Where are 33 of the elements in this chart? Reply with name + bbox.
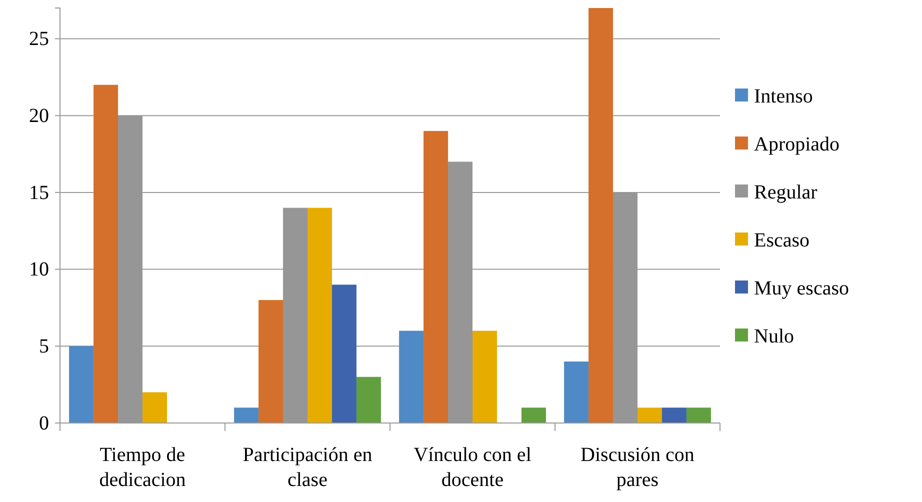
bar bbox=[234, 408, 259, 423]
bar bbox=[564, 362, 589, 423]
x-tick-label: Tiempo de dedicacion bbox=[99, 444, 186, 491]
bar bbox=[521, 408, 546, 423]
bar bbox=[308, 208, 332, 423]
bar bbox=[258, 300, 284, 423]
bar bbox=[94, 84, 118, 423]
bar bbox=[399, 330, 424, 423]
y-tick-label: 0 bbox=[39, 412, 49, 434]
bar bbox=[472, 330, 497, 423]
bar bbox=[686, 408, 711, 423]
bar bbox=[424, 130, 448, 423]
x-tick-label: Vínculo con el docente bbox=[414, 444, 532, 491]
y-tick-label: 20 bbox=[29, 104, 49, 127]
legend-label: Regular bbox=[754, 182, 818, 204]
legend-label: Apropiado bbox=[754, 134, 840, 156]
bar bbox=[356, 376, 381, 423]
y-tick-label: 25 bbox=[29, 28, 49, 50]
bar bbox=[588, 8, 614, 423]
y-tick-label: 10 bbox=[29, 258, 49, 281]
bar bbox=[332, 284, 356, 423]
legend-label: Muy escaso bbox=[754, 278, 849, 300]
y-tick-label: 15 bbox=[29, 182, 49, 204]
x-tick-label: Participación en clase bbox=[242, 444, 372, 491]
bar bbox=[142, 392, 167, 423]
legend-label: Intenso bbox=[754, 86, 813, 108]
legend-label: Escaso bbox=[754, 230, 810, 252]
y-tick-label: 5 bbox=[39, 336, 49, 358]
legend-label: Nulo bbox=[754, 326, 794, 348]
bar bbox=[638, 408, 662, 423]
x-tick-label: Discusión con pares bbox=[580, 444, 694, 491]
bar bbox=[662, 408, 686, 423]
bar bbox=[69, 346, 94, 423]
